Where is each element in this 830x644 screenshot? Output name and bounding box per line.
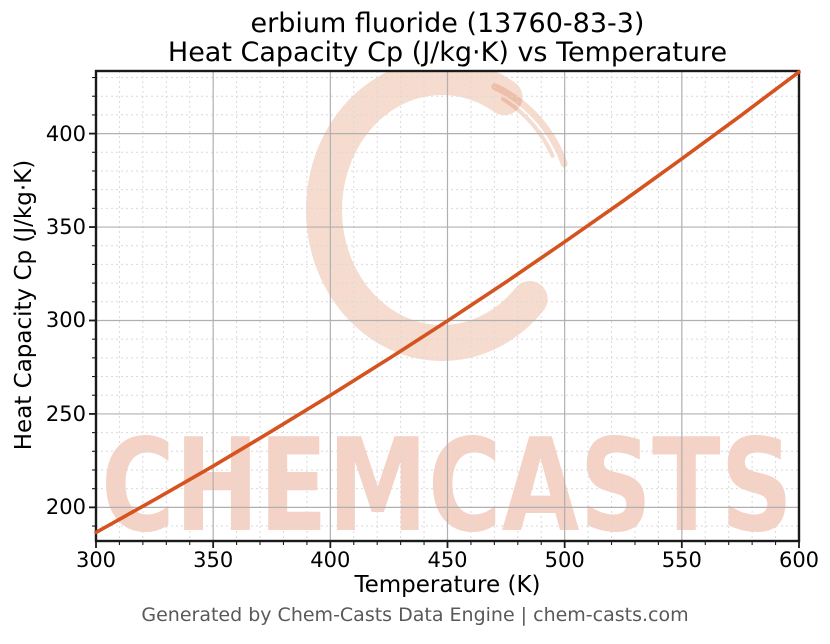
x-tick-label: 350	[193, 548, 234, 572]
x-tick-label: 400	[310, 548, 351, 572]
x-tick-label: 300	[75, 548, 117, 572]
watermark-logo-c-swirl	[306, 71, 548, 361]
y-tick-label: 250	[45, 401, 86, 426]
chart-title-line2: Heat Capacity Cp (J/kg·K) vs Temperature	[167, 37, 728, 68]
x-tick-label: 600	[778, 548, 820, 572]
y-tick-label: 200	[45, 495, 86, 520]
watermark-logo-accent-1	[491, 83, 568, 168]
cp-curve	[94, 70, 801, 535]
x-tick-label: 550	[661, 548, 702, 572]
x-tick-label: 450	[427, 548, 468, 572]
y-tick-label: 350	[45, 215, 86, 240]
watermark-logo-accent-2	[501, 97, 555, 158]
x-axis-label: Temperature (K)	[354, 572, 541, 598]
y-tick-label: 400	[45, 121, 86, 146]
x-tick-label: 500	[544, 548, 585, 572]
footer-credit: Generated by Chem-Casts Data Engine | ch…	[141, 604, 689, 626]
y-tick-label: 300	[45, 308, 86, 333]
chart-title-line1: erbium fluoride (13760-83-3)	[250, 8, 645, 39]
chart-title: erbium fluoride (13760-83-3) Heat Capaci…	[96, 9, 799, 67]
